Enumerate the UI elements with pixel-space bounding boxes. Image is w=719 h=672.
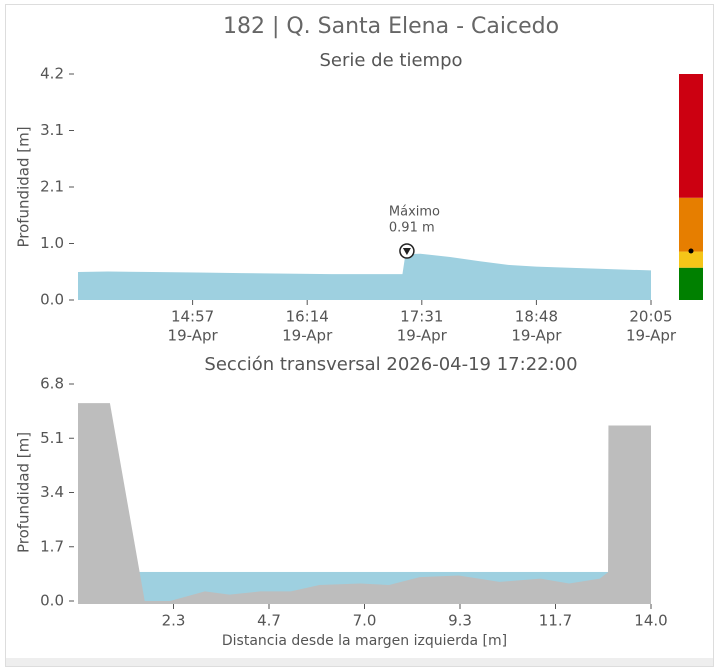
chart-title: Serie de tiempo xyxy=(319,50,462,71)
y-tick-label: 5.1 xyxy=(40,429,64,447)
y-tick-label: 4.2 xyxy=(40,65,64,83)
y-tick-label: 3.4 xyxy=(40,483,64,501)
y-tick-label: 1.0 xyxy=(40,234,64,252)
alert-level xyxy=(679,74,703,198)
y-tick-label: 0.0 xyxy=(40,592,64,610)
x-tick-label: 16:14 xyxy=(286,308,329,326)
x-tick-label: 4.7 xyxy=(257,612,281,630)
peak-arrow xyxy=(402,248,411,256)
figure-title: 182 | Q. Santa Elena - Caicedo xyxy=(223,14,559,39)
x-tick-date: 19-Apr xyxy=(168,327,219,345)
x-tick-date: 19-Apr xyxy=(511,327,562,345)
x-tick-label: 17:31 xyxy=(400,308,443,326)
annotation-value: 0.91 m xyxy=(389,221,435,236)
alert-level xyxy=(679,251,703,268)
chart-title: Sección transversal 2026-04-19 17:22:00 xyxy=(204,354,577,375)
footer xyxy=(6,658,713,666)
alert-level xyxy=(679,267,703,300)
x-tick-label: 14.0 xyxy=(634,612,667,630)
y-axis-label: Profundidad [m] xyxy=(15,432,33,553)
y-axis-label: Profundidad [m] xyxy=(15,126,33,247)
ground xyxy=(78,403,651,604)
y-tick-label: 2.1 xyxy=(40,178,64,196)
x-tick-date: 19-Apr xyxy=(282,327,333,345)
x-tick-label: 14:57 xyxy=(171,308,214,326)
area xyxy=(78,253,651,300)
x-tick-label: 11.7 xyxy=(539,612,572,630)
alert-level xyxy=(679,197,703,252)
x-tick-label: 18:48 xyxy=(515,308,558,326)
y-tick-label: 6.8 xyxy=(40,375,64,393)
x-tick-label: 20:05 xyxy=(629,308,672,326)
x-tick-label: 9.3 xyxy=(448,612,472,630)
y-tick-label: 0.0 xyxy=(40,291,64,309)
x-axis-label: Distancia desde la margen izquierda [m] xyxy=(222,633,507,649)
x-tick-date: 19-Apr xyxy=(626,327,677,345)
x-tick-date: 19-Apr xyxy=(397,327,448,345)
x-tick-label: 2.3 xyxy=(162,612,186,630)
level-indicator xyxy=(688,248,694,254)
y-tick-label: 3.1 xyxy=(40,121,64,139)
y-tick-label: 1.7 xyxy=(40,537,64,555)
x-tick-label: 7.0 xyxy=(353,612,377,630)
annotation-text: Máximo xyxy=(389,205,440,220)
